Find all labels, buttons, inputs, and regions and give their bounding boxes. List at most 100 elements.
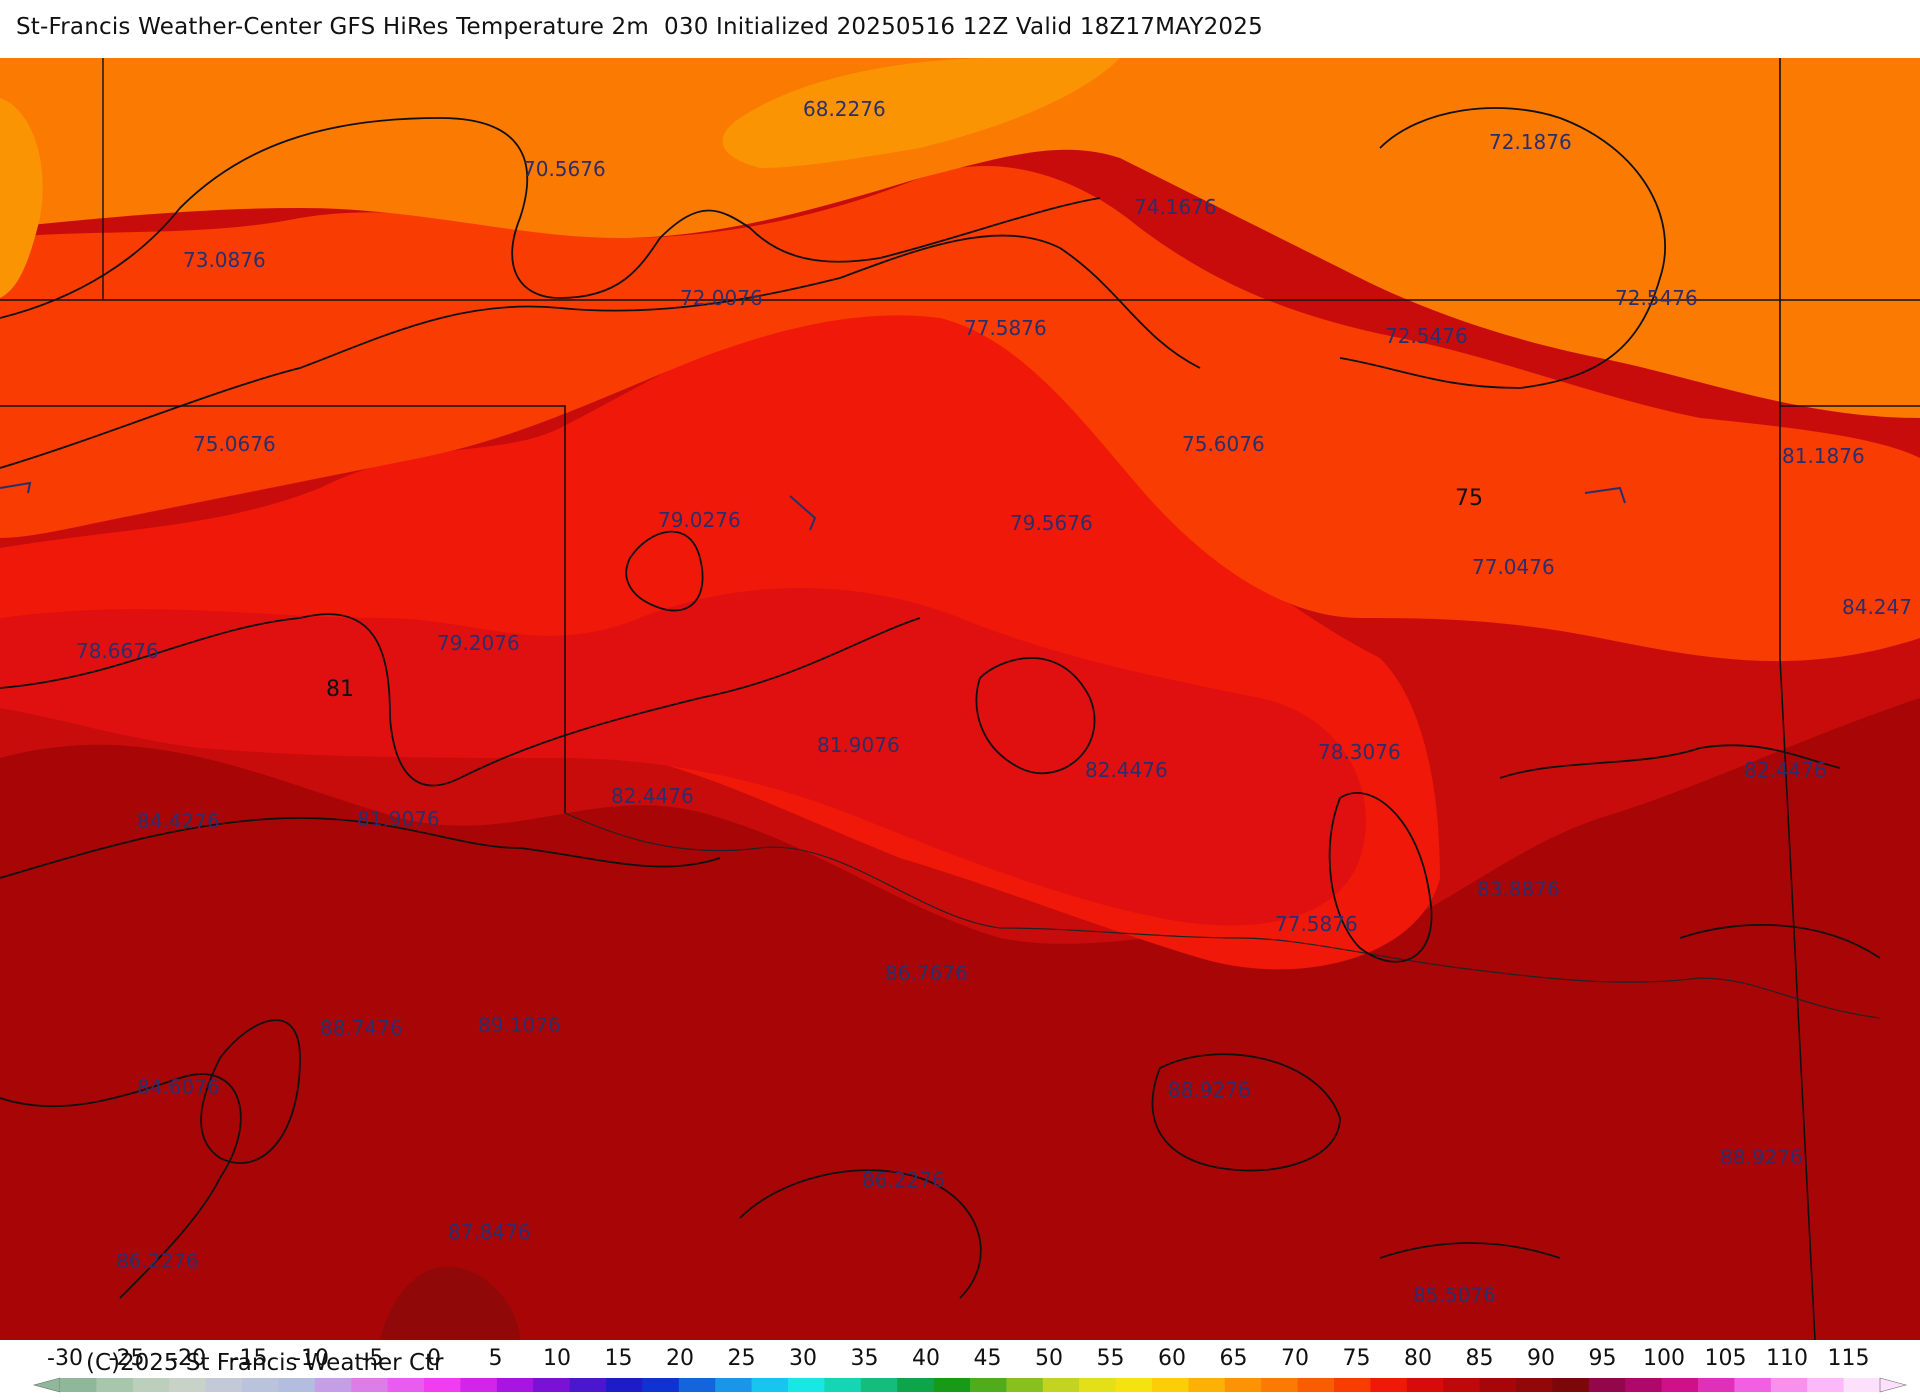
legend-tick-label: 5 — [489, 1346, 503, 1371]
legend-tick-label: 45 — [974, 1346, 1002, 1371]
legend-swatch — [132, 1378, 170, 1392]
iso-label-75: 75 — [1455, 486, 1483, 511]
legend-swatch — [1188, 1378, 1226, 1392]
legend-tick-label: 0 — [427, 1346, 441, 1371]
legend-swatch — [1516, 1378, 1553, 1392]
legend-tick-label: 95 — [1589, 1346, 1617, 1371]
value-label: 78.3076 — [1318, 740, 1401, 764]
temp-band-70 — [722, 58, 1120, 168]
legend-swatch — [1006, 1378, 1044, 1392]
legend-swatch — [1843, 1378, 1881, 1392]
value-label: 88.7476 — [320, 1016, 403, 1040]
legend-swatch — [970, 1378, 1007, 1392]
legend-swatch — [1770, 1378, 1808, 1392]
legend-tick-label: 65 — [1220, 1346, 1248, 1371]
temp-pocket-sw — [380, 1266, 520, 1340]
value-label: 72.0076 — [680, 286, 763, 310]
value-label: 72.5476 — [1615, 286, 1698, 310]
legend-tick-label: 50 — [1035, 1346, 1063, 1371]
value-label: 88.9276 — [1168, 1078, 1251, 1102]
legend-swatch — [533, 1378, 571, 1392]
value-label: 84.6076 — [137, 1075, 220, 1099]
legend-tick-label: -15 — [232, 1346, 268, 1371]
temp-band-70-west — [0, 98, 43, 298]
legend-tick-label: 110 — [1766, 1346, 1808, 1371]
temp-band-77 — [0, 166, 1920, 662]
legend-arrow-left — [32, 1377, 61, 1393]
legend-swatch — [314, 1378, 352, 1392]
legend-tick-label: 105 — [1705, 1346, 1747, 1371]
legend-tick-label: 10 — [543, 1346, 571, 1371]
legend-tick-label: 40 — [912, 1346, 940, 1371]
legend-swatch — [169, 1378, 207, 1392]
legend-swatch — [1079, 1378, 1117, 1392]
legend-tick-label: -25 — [109, 1346, 145, 1371]
legend-swatch — [1261, 1378, 1299, 1392]
legend-swatch — [860, 1378, 898, 1392]
legend-swatch — [933, 1378, 971, 1392]
value-label: 72.1876 — [1489, 130, 1572, 154]
legend-swatch — [1661, 1378, 1699, 1392]
legend-tick-label: 90 — [1527, 1346, 1555, 1371]
legend-swatch — [1152, 1378, 1189, 1392]
legend-tick-label: -10 — [293, 1346, 329, 1371]
value-label: 79.0276 — [658, 508, 741, 532]
legend-tick-label: 75 — [1343, 1346, 1371, 1371]
legend-swatch — [715, 1378, 753, 1392]
value-label: 84.4276 — [137, 809, 220, 833]
legend-swatch — [205, 1378, 243, 1392]
value-label: 87.8476 — [448, 1220, 531, 1244]
legend-swatch — [824, 1378, 862, 1392]
legend-swatch — [569, 1378, 607, 1392]
wind-barbs — [0, 481, 1626, 531]
value-label: 72.5476 — [1385, 324, 1468, 348]
legend-swatch — [460, 1378, 498, 1392]
temp-band-73 — [0, 58, 1920, 418]
legend-swatch — [1734, 1378, 1772, 1392]
map-title: St-Francis Weather-Center GFS HiRes Temp… — [16, 14, 1263, 40]
legend-tick-label: 70 — [1281, 1346, 1309, 1371]
value-label: 79.5676 — [1010, 511, 1093, 535]
legend-swatch — [751, 1378, 789, 1392]
value-label: 74.1676 — [1134, 195, 1217, 219]
value-label: 85.5076 — [1413, 1283, 1496, 1307]
legend-swatch — [1625, 1378, 1663, 1392]
value-label: 84.247 — [1842, 595, 1912, 619]
legend-swatch — [242, 1378, 279, 1392]
legend-tick-label: 15 — [605, 1346, 633, 1371]
legend-swatch — [788, 1378, 825, 1392]
value-label: 82.4476 — [1085, 758, 1168, 782]
legend-swatch — [424, 1378, 461, 1392]
legend-swatch — [496, 1378, 534, 1392]
value-label: 77.0476 — [1472, 555, 1555, 579]
legend-swatch — [1042, 1378, 1080, 1392]
legend-swatch — [1588, 1378, 1626, 1392]
legend-swatch — [1406, 1378, 1444, 1392]
legend-swatch — [351, 1378, 389, 1392]
legend-tick-label: -20 — [170, 1346, 206, 1371]
legend-swatch — [1224, 1378, 1262, 1392]
legend-swatch — [1807, 1378, 1845, 1392]
value-label: 77.5876 — [964, 316, 1047, 340]
value-label: 75.0676 — [193, 432, 276, 456]
legend-tick-label: 80 — [1404, 1346, 1432, 1371]
legend-swatch — [96, 1378, 134, 1392]
legend-swatch — [1370, 1378, 1408, 1392]
value-label: 70.5676 — [523, 157, 606, 181]
legend-tick-label: -30 — [47, 1346, 83, 1371]
legend-tick-label: 55 — [1097, 1346, 1125, 1371]
legend-tick-label: -5 — [362, 1346, 384, 1371]
river-boundary — [564, 812, 1881, 1019]
legend-swatch — [606, 1378, 643, 1392]
legend-swatch — [1334, 1378, 1371, 1392]
legend-tick-label: 35 — [851, 1346, 879, 1371]
value-label: 83.8876 — [1477, 877, 1560, 901]
legend-swatch — [1115, 1378, 1153, 1392]
value-label: 68.2276 — [803, 97, 886, 121]
value-label: 81.1876 — [1782, 444, 1865, 468]
legend-tick-label: 20 — [666, 1346, 694, 1371]
temp-band-83 — [0, 588, 1366, 926]
value-label: 81.9076 — [817, 733, 900, 757]
legend-swatch — [1297, 1378, 1335, 1392]
value-label: 86.2276 — [116, 1249, 199, 1273]
